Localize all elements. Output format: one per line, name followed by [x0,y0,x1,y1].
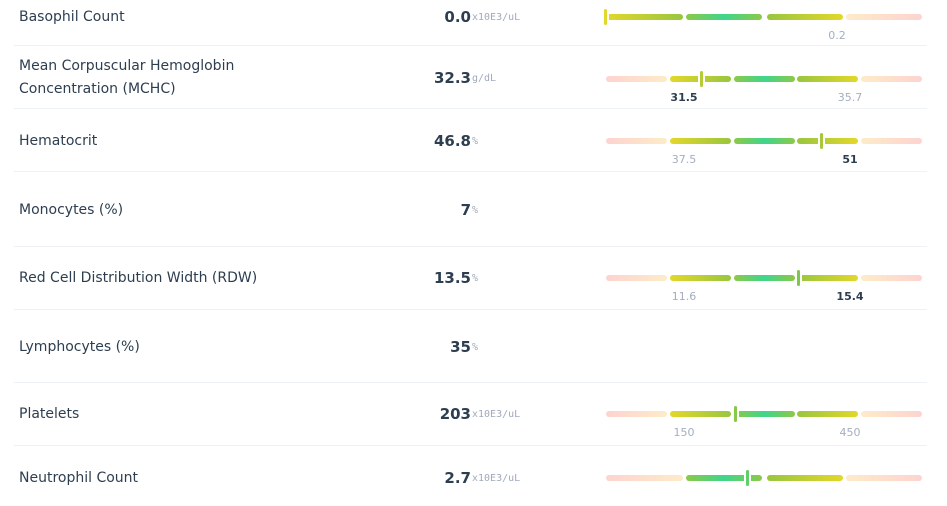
result-row[interactable]: Mean Corpuscular Hemoglobin Concentratio… [0,46,947,109]
result-name: Platelets [19,406,80,422]
range-bar: 31.5 35.7 [606,71,922,104]
range-high-label: 51 [842,153,858,166]
range-segment [861,76,922,82]
range-segment [606,14,683,20]
range-segment [797,275,858,281]
range-segment [861,411,922,417]
range-low-label: 31.5 [670,91,698,104]
result-name: Red Cell Distribution Width (RDW) [19,270,258,286]
row-divider [14,171,927,172]
range-segment [734,411,795,417]
range-high-label: 15.4 [836,290,864,303]
range-high-label: 0.2 [828,29,846,42]
range-segment [846,14,922,20]
value-marker [734,406,737,422]
range-bar [606,470,922,486]
range-segment [797,411,858,417]
result-row[interactable]: Basophil Count 0.0 x10E3/uL 0.2 [0,0,947,46]
range-segment [861,138,922,144]
result-row[interactable]: Lymphocytes (%) 35 % [0,310,947,383]
row-divider [14,309,927,310]
result-value: 32.3 [433,69,471,87]
result-row[interactable]: Monocytes (%) 7 % [0,172,947,247]
range-segment [797,76,858,82]
value-marker [700,71,703,87]
range-segment [670,138,731,144]
result-row[interactable]: Neutrophil Count 2.7 x10E3/uL [0,446,947,506]
result-unit: % [472,205,479,216]
row-divider [14,108,927,109]
result-row[interactable]: Hematocrit 46.8 % 37.5 51 [0,109,947,172]
range-segment [861,275,922,281]
result-name: Neutrophil Count [19,470,139,486]
result-value: 13.5 [433,269,471,287]
result-unit: x10E3/uL [472,473,521,484]
range-segment [606,475,683,481]
range-segment [670,411,731,417]
result-row[interactable]: Platelets 203 x10E3/uL 150 450 [0,383,947,446]
result-unit: % [472,342,479,353]
range-segment [606,76,667,82]
range-bar: 150 450 [606,406,922,439]
result-unit: g/dL [472,73,497,84]
range-low-label: 150 [673,426,695,439]
result-value: 0.0 [444,8,471,26]
value-marker [604,9,607,25]
result-unit: x10E3/uL [472,12,521,23]
row-divider [14,45,927,46]
range-segment [797,138,858,144]
range-low-label: 11.6 [671,290,697,303]
range-segment [734,138,795,144]
result-unit: % [472,136,479,147]
result-name: Mean Corpuscular Hemoglobin Concentratio… [19,58,235,97]
result-row[interactable]: Red Cell Distribution Width (RDW) 13.5 %… [0,247,947,310]
range-segment [734,275,795,281]
value-marker [797,270,800,286]
row-divider [14,445,927,446]
range-segment [606,138,667,144]
result-value: 7 [460,201,471,219]
result-name: Basophil Count [19,9,125,25]
range-bar: 0.2 [604,9,922,42]
value-marker [820,133,823,149]
result-name: Lymphocytes (%) [19,339,140,355]
range-segment [767,14,843,20]
result-unit: % [472,273,479,284]
result-value: 2.7 [444,469,471,487]
range-high-label: 450 [839,426,861,439]
range-segment [606,411,667,417]
result-unit: x10E3/uL [472,409,521,420]
result-name: Hematocrit [19,133,98,149]
range-segment [686,14,762,20]
range-bar: 37.5 51 [606,133,922,166]
result-value: 203 [439,405,471,423]
result-name: Monocytes (%) [19,202,124,218]
range-segment [606,275,667,281]
value-marker [746,470,749,486]
range-segment [767,475,843,481]
result-value: 35 [450,338,471,356]
range-bar: 11.6 15.4 [606,270,922,303]
row-divider [14,382,927,383]
range-segment [734,76,795,82]
range-segment [686,475,762,481]
range-high-label: 35.7 [837,91,863,104]
result-value: 46.8 [433,132,471,150]
range-segment [846,475,922,481]
range-segment [670,275,731,281]
row-divider [14,246,927,247]
range-low-label: 37.5 [671,153,697,166]
